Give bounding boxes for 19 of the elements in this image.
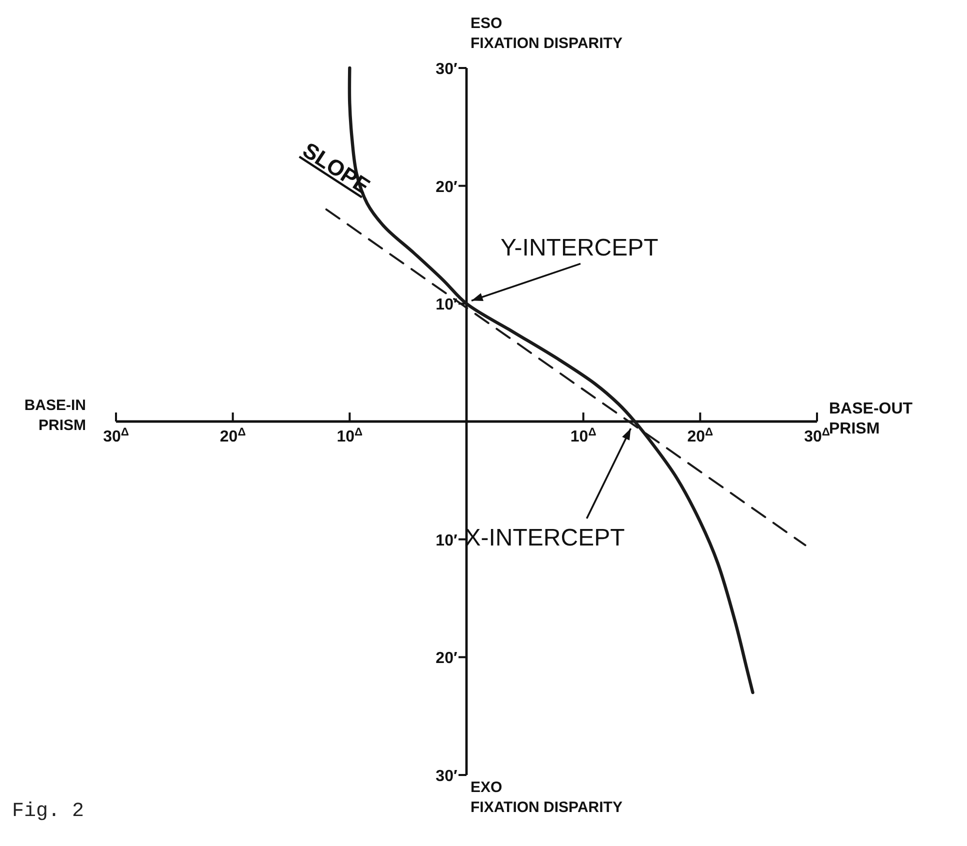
y-tick-label: 20′ <box>436 178 458 196</box>
y-tick-label: 30′ <box>436 768 458 785</box>
x-tick-label: 20$^{Δ}$ <box>220 426 246 446</box>
x-tick-label: 20$^{Δ}$ <box>687 426 714 446</box>
annotation: X-INTERCEPT <box>464 524 626 552</box>
x-tick-label: 10$^{Δ}$ <box>336 426 363 446</box>
text: EXO FIXATION DISPARITY <box>470 779 622 816</box>
text: BASE-IN PRISM <box>24 397 86 434</box>
caption: Fig. 2 <box>12 800 84 823</box>
y-tick-label: 10′ <box>436 296 458 314</box>
y-tick-label: 20′ <box>436 650 458 668</box>
x-tick-label: 30$^{Δ}$ <box>103 426 129 446</box>
x-axis-title: BASE-OUT PRISM <box>829 400 913 438</box>
y-axis-title: ESO FIXATION DISPARITY <box>470 15 622 52</box>
y-tick-label: 10′ <box>436 532 458 550</box>
annotation: Y-INTERCEPT <box>500 234 659 262</box>
x-tick-label: 30$^{Δ}$ <box>804 426 830 446</box>
y-tick-label: 30′ <box>436 61 458 78</box>
x-tick-label: 10$^{Δ}$ <box>570 426 596 446</box>
